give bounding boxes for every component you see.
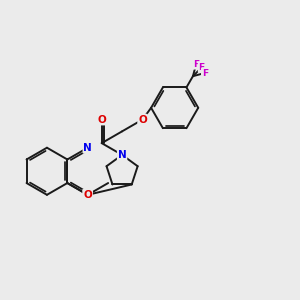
Text: F: F [199,63,205,72]
Text: F: F [193,60,199,69]
Text: O: O [83,190,92,200]
Text: N: N [83,190,92,200]
Text: F: F [202,68,208,77]
Text: N: N [118,150,127,160]
Text: O: O [97,115,106,124]
Text: O: O [138,115,147,124]
Text: N: N [83,143,92,153]
